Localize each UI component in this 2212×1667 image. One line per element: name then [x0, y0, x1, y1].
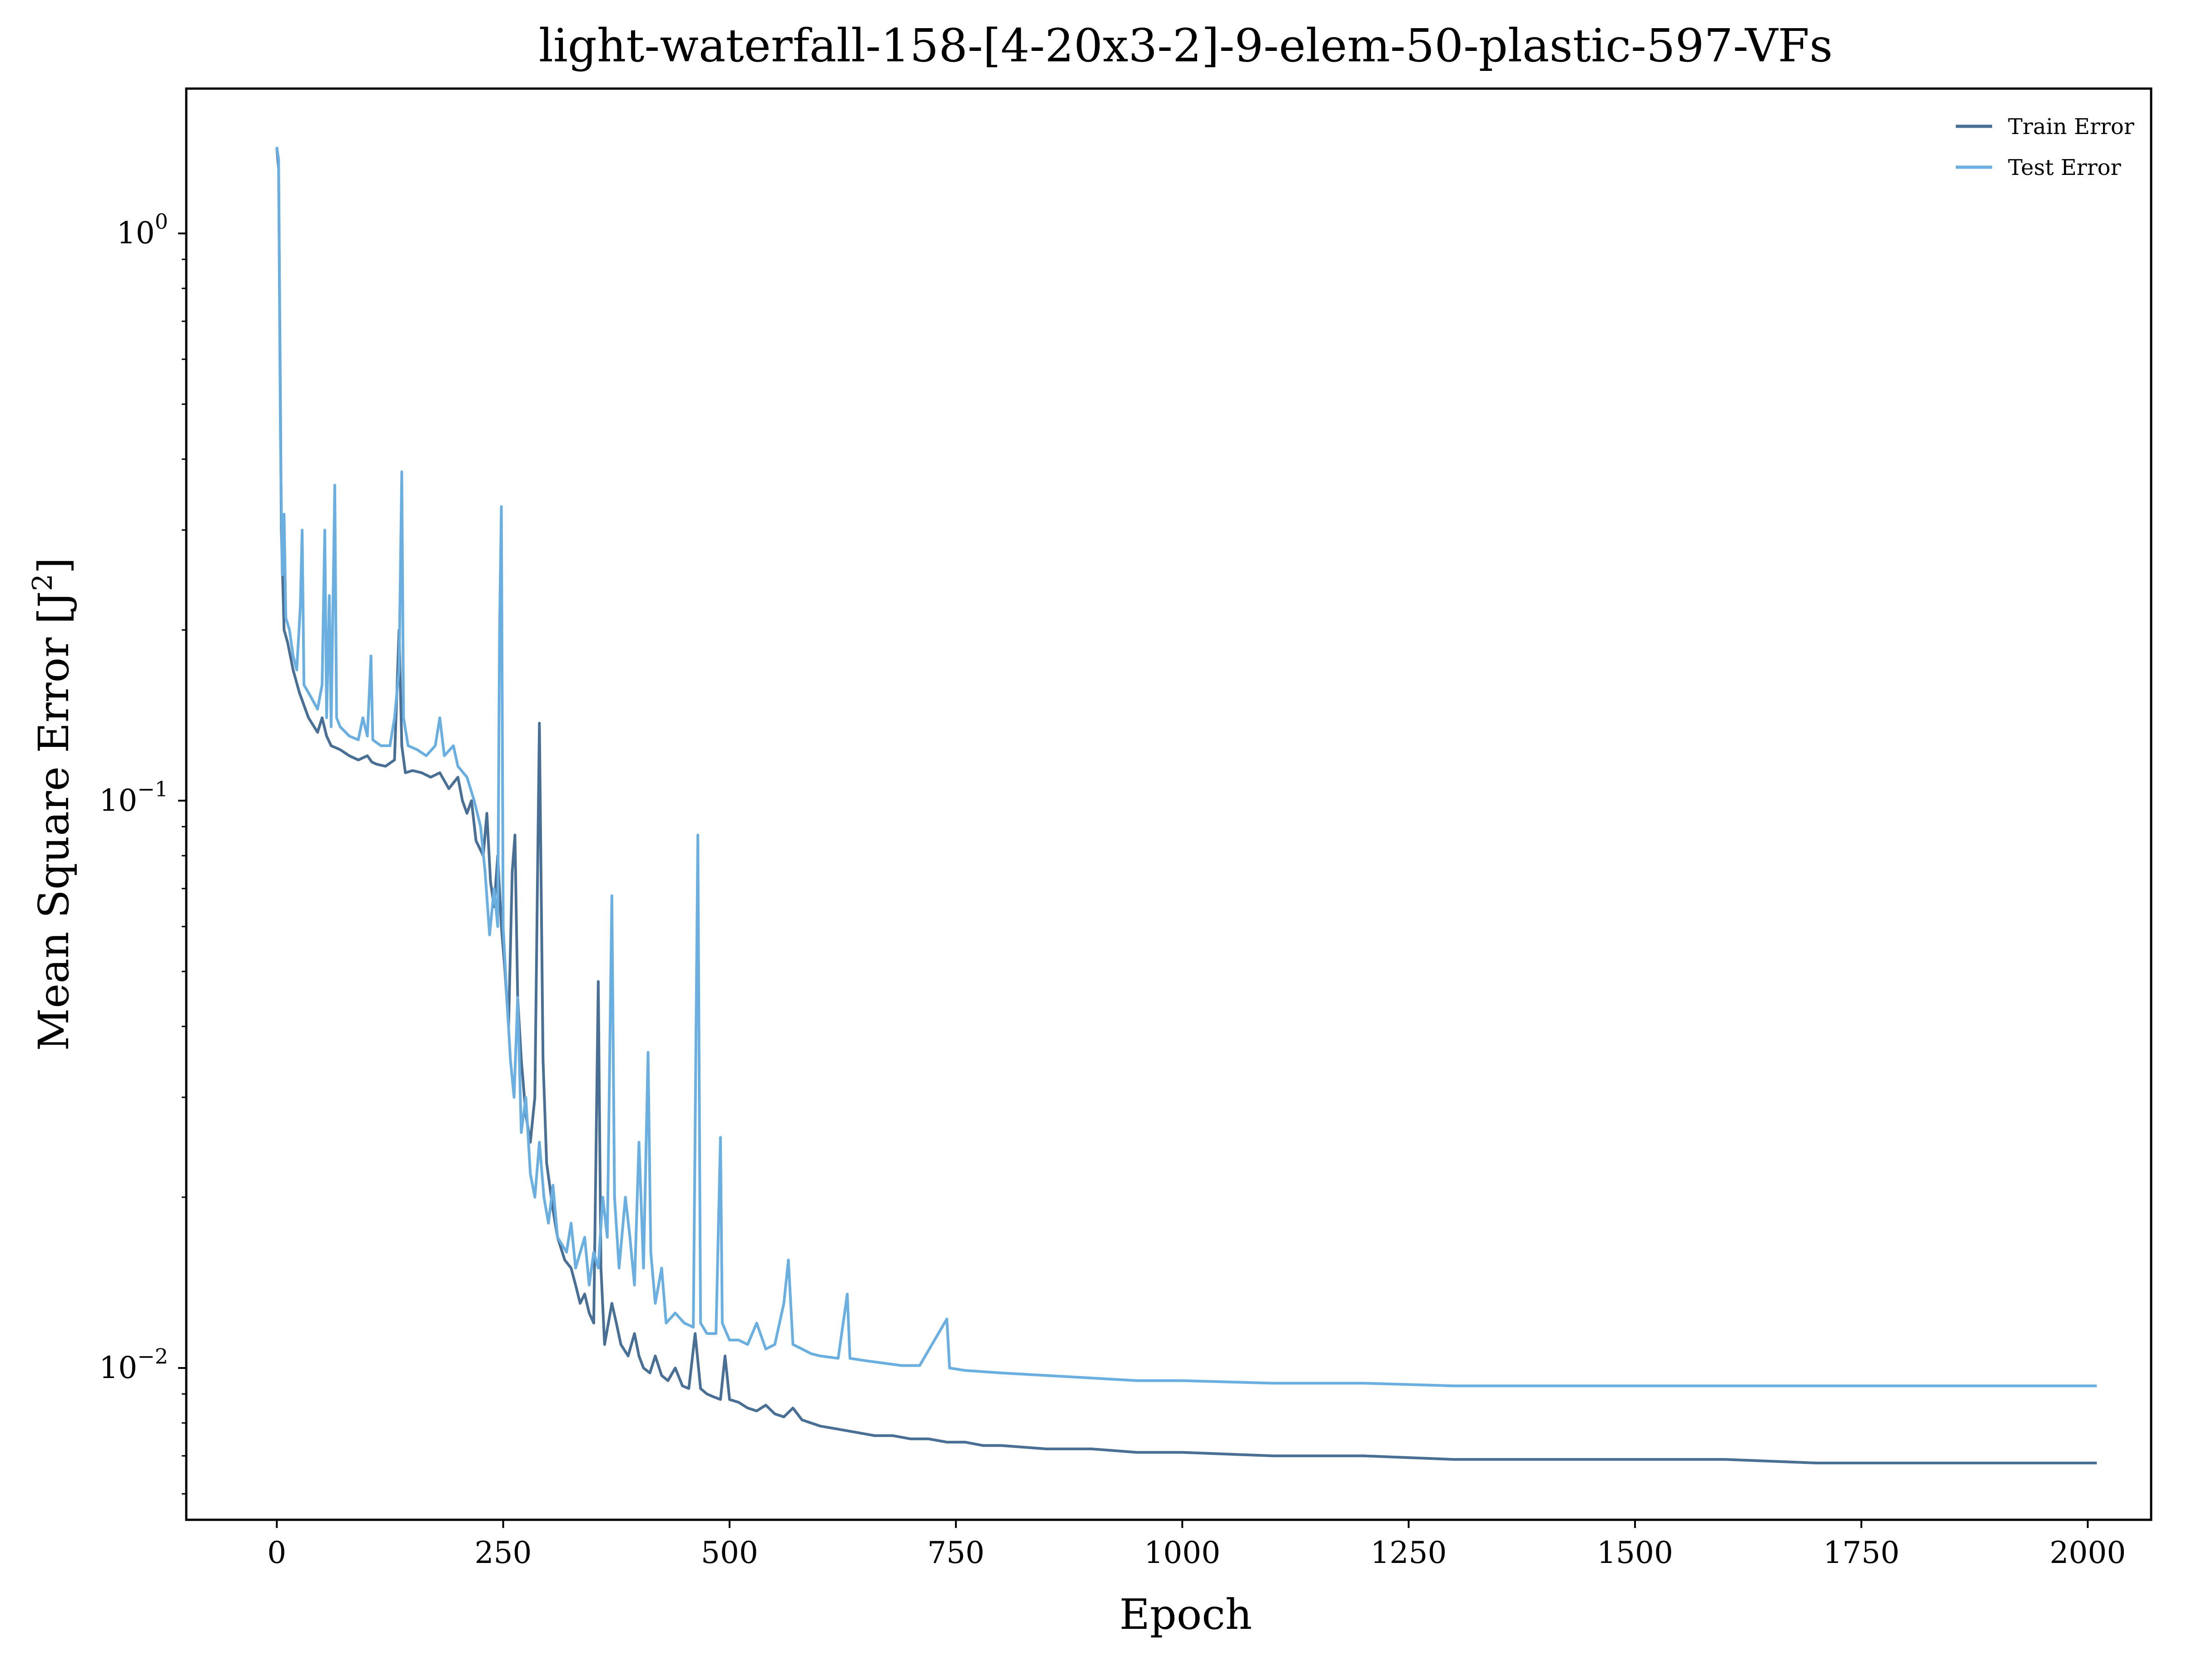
x-tick-label: 1750 [1823, 1535, 1899, 1570]
legend-label: Test Error [2008, 155, 2121, 180]
plot-area [185, 87, 2152, 1521]
legend-label: Train Error [2008, 114, 2134, 139]
x-tick-label: 0 [267, 1535, 286, 1570]
legend: Train Error Test Error [1956, 114, 2134, 180]
y-axis-label-main: Mean Square Error [J [30, 591, 78, 1051]
x-tick-label: 1250 [1371, 1535, 1447, 1570]
x-tick-label: 750 [927, 1535, 984, 1570]
y-axis-ticks: 100 10−1 10−2 [99, 209, 186, 1495]
x-tick-label: 1500 [1597, 1535, 1673, 1570]
chart-title: light-waterfall-158-[4-20x3-2]-9-elem-50… [539, 19, 1833, 72]
y-tick-label: 10−2 [99, 1344, 168, 1385]
x-axis-label: Epoch [1119, 1590, 1252, 1639]
x-axis-ticks: 0 250 500 750 1000 1250 1500 1750 2000 [267, 1520, 2126, 1570]
series-line-test-error [275, 147, 2097, 1388]
y-tick-label: 10−1 [99, 776, 168, 818]
x-tick-label: 1000 [1144, 1535, 1220, 1570]
series-layer [275, 147, 2097, 1464]
plot-frame [185, 87, 2152, 1521]
y-axis-label-suffix: ] [30, 557, 78, 574]
y-axis-label-superscript: 2 [27, 574, 59, 591]
y-tick-label: 100 [117, 209, 168, 251]
x-tick-label: 500 [701, 1535, 758, 1570]
series-line-train-error [275, 147, 2097, 1464]
x-tick-label: 2000 [2049, 1535, 2126, 1570]
y-axis-label: Mean Square Error [J2] [27, 557, 78, 1051]
x-tick-label: 250 [475, 1535, 532, 1570]
